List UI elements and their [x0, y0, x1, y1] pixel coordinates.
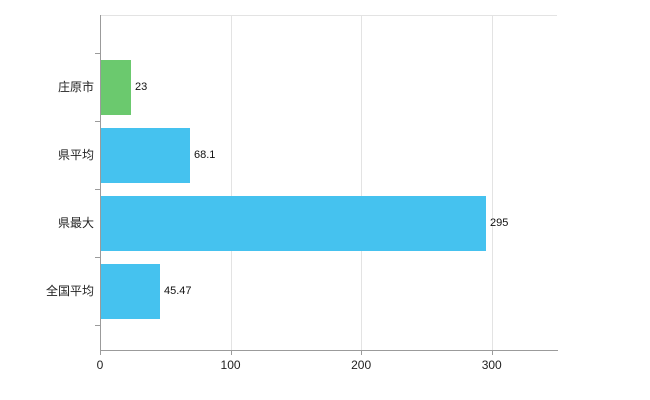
plot-top-border: [100, 15, 557, 16]
y-tick-1: [95, 121, 100, 122]
bar-全国平均: [101, 263, 160, 319]
y-tick-3: [95, 257, 100, 258]
x-tick-100: [230, 350, 232, 355]
value-label-県最大: 295: [490, 217, 509, 229]
x-tick-300: [491, 350, 493, 355]
x-tick-0: [100, 350, 101, 355]
category-label-全国平均: 全国平均: [45, 284, 94, 298]
y-tick-0: [95, 53, 100, 54]
gridline-x-100: [230, 15, 232, 350]
x-tick-200: [361, 350, 363, 355]
bar-県平均: [101, 127, 190, 183]
value-label-県平均: 68.1: [194, 149, 216, 161]
value-label-全国平均: 45.47: [164, 285, 192, 297]
category-label-庄原市: 庄原市: [57, 80, 94, 94]
x-tick-label-200: 200: [351, 358, 372, 372]
bar-県最大: [101, 195, 486, 251]
category-label-県平均: 県平均: [57, 148, 94, 162]
category-label-県最大: 県最大: [57, 216, 94, 230]
y-tick-2: [95, 189, 100, 190]
x-tick-label-100: 100: [220, 358, 241, 372]
x-axis-line: [100, 350, 558, 351]
gridline-x-200: [361, 15, 363, 350]
y-axis-line: [100, 15, 101, 351]
value-label-庄原市: 23: [135, 81, 148, 93]
gridline-x-300: [491, 15, 493, 350]
bar-庄原市: [101, 59, 131, 115]
x-tick-label-0: 0: [96, 358, 104, 372]
x-tick-label-300: 300: [481, 358, 502, 372]
y-tick-4: [95, 325, 100, 326]
